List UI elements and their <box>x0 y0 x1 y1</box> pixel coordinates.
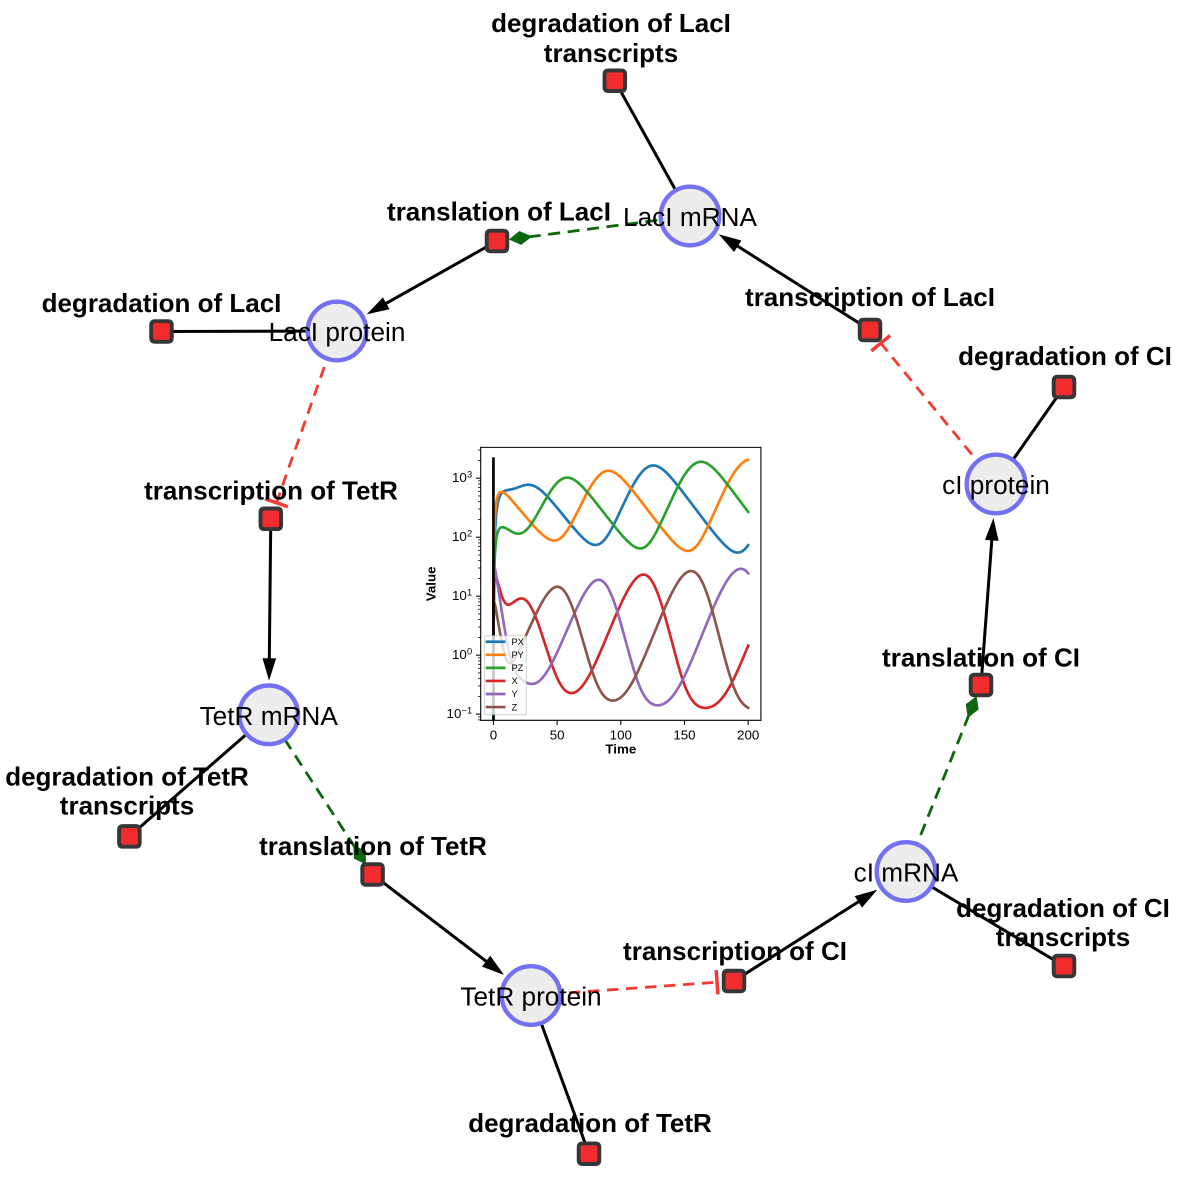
svg-text:0: 0 <box>490 727 497 742</box>
svg-text:cI mRNA: cI mRNA <box>854 858 959 888</box>
svg-text:Z: Z <box>512 702 518 712</box>
svg-text:transcripts: transcripts <box>544 38 678 68</box>
svg-text:degradation of CI: degradation of CI <box>956 893 1170 923</box>
svg-text:transcription of CI: transcription of CI <box>623 936 847 966</box>
svg-text:degradation of LacI: degradation of LacI <box>42 288 282 318</box>
svg-text:translation of LacI: translation of LacI <box>387 197 611 227</box>
svg-text:transcription of TetR: transcription of TetR <box>144 476 398 506</box>
svg-text:1 0 2: 1 0 2 <box>452 528 472 545</box>
svg-text:Value: Value <box>423 566 438 601</box>
svg-text:150: 150 <box>673 727 695 742</box>
svg-text:degradation of LacI: degradation of LacI <box>491 8 731 38</box>
svg-text:degradation of TetR: degradation of TetR <box>5 762 249 792</box>
svg-text:Y: Y <box>512 689 518 699</box>
svg-text:degradation of TetR: degradation of TetR <box>468 1108 712 1138</box>
svg-text:1 0 0: 1 0 0 <box>452 646 472 663</box>
svg-text:1 0 3: 1 0 3 <box>452 469 472 486</box>
svg-text:translation of CI: translation of CI <box>882 643 1080 673</box>
svg-text:PX: PX <box>512 637 524 647</box>
svg-text:PZ: PZ <box>512 663 524 673</box>
svg-text:degradation of CI: degradation of CI <box>958 341 1172 371</box>
svg-text:TetR mRNA: TetR mRNA <box>200 701 339 731</box>
svg-text:translation of TetR: translation of TetR <box>259 831 487 861</box>
svg-text:LacI mRNA: LacI mRNA <box>623 202 757 232</box>
svg-text:100: 100 <box>610 727 632 742</box>
svg-text:50: 50 <box>550 727 565 742</box>
svg-text:1 0 1: 1 0 1 <box>452 587 472 604</box>
svg-text:1 0 −: 1 0 − 1 <box>447 700 473 722</box>
svg-text:transcription of LacI: transcription of LacI <box>745 282 995 312</box>
svg-text:TetR protein: TetR protein <box>460 982 601 1012</box>
svg-text:200: 200 <box>737 727 759 742</box>
svg-text:cI protein: cI protein <box>942 470 1050 500</box>
svg-text:transcripts: transcripts <box>60 790 194 820</box>
svg-text:PY: PY <box>512 650 524 660</box>
svg-text:LacI protein: LacI protein <box>269 317 406 347</box>
svg-text:transcripts: transcripts <box>996 922 1130 952</box>
svg-text:Time: Time <box>605 742 636 757</box>
svg-text:X: X <box>512 676 518 686</box>
